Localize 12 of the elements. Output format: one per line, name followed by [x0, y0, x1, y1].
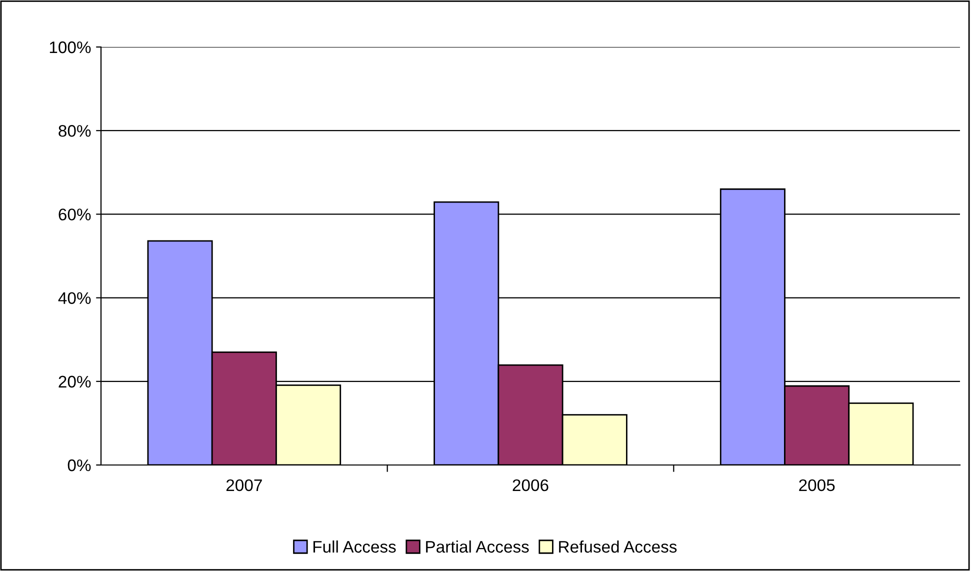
x-tick-label: 2005 [799, 479, 835, 492]
legend-label: Full Access [313, 540, 396, 553]
y-tick-label: 100% [50, 41, 91, 54]
x-tick-label: 2006 [512, 479, 548, 492]
legend-label: Refused Access [559, 540, 677, 553]
y-tick-label: 80% [58, 125, 91, 137]
x-tick-label: 2007 [226, 479, 262, 492]
y-tick-label: 60% [58, 208, 91, 220]
y-tick-label: 40% [58, 292, 91, 304]
legend-label: Partial Access [426, 540, 529, 553]
y-tick-label: 0% [68, 459, 91, 472]
y-tick-label: 20% [58, 376, 91, 388]
